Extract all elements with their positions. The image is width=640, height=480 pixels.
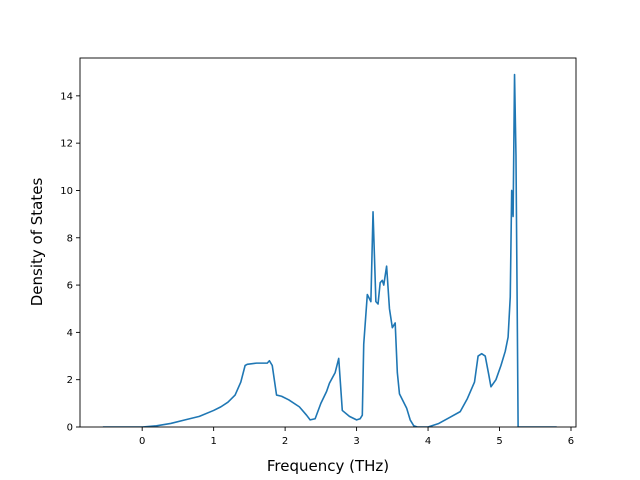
y-axis: 0 2 4 6 8 10 12 14: [60, 91, 80, 434]
x-tick-label: 3: [353, 436, 359, 447]
series-layer: [102, 73, 557, 427]
x-tick-label: 6: [568, 436, 574, 447]
x-axis: 0 1 2 3 4 5 6: [139, 427, 574, 447]
x-axis-label: Frequency (THz): [267, 457, 389, 475]
y-tick-label: 10: [60, 186, 73, 197]
x-tick-label: 4: [425, 436, 431, 447]
y-tick-label: 12: [60, 139, 73, 150]
y-tick-label: 6: [67, 281, 73, 292]
x-tick-label: 2: [282, 436, 288, 447]
plot-area: [80, 58, 576, 427]
y-tick-label: 4: [67, 328, 73, 339]
series-line-0: [102, 73, 557, 427]
y-tick-label: 2: [67, 375, 73, 386]
y-axis-label: Density of States: [28, 178, 46, 307]
x-tick-label: 1: [210, 436, 216, 447]
y-tick-label: 0: [67, 423, 73, 434]
x-tick-label: 5: [496, 436, 502, 447]
x-tick-label: 0: [139, 436, 145, 447]
axes-spines: [79, 57, 577, 428]
y-tick-label: 8: [67, 233, 73, 244]
y-tick-label: 14: [60, 91, 73, 102]
axes-frame: [79, 57, 577, 428]
